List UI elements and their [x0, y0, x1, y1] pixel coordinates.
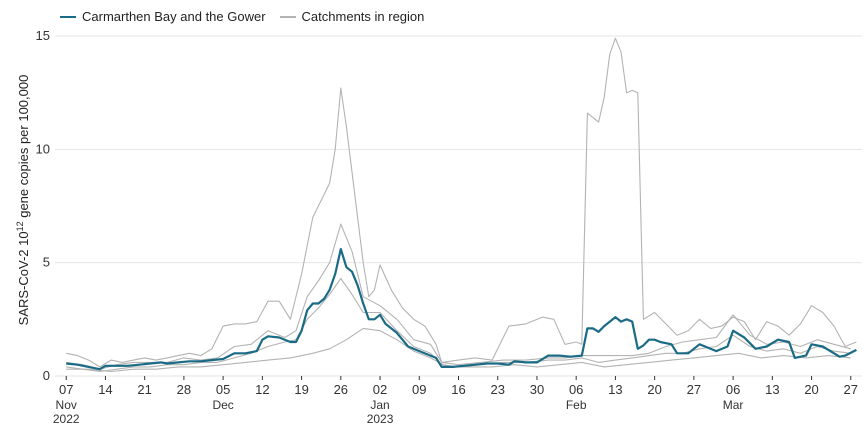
x-tick-label: 06 [726, 382, 740, 397]
y-tick-label: 15 [36, 28, 50, 43]
legend-item-region[interactable]: Catchments in region [279, 9, 425, 24]
legend-item-highlight[interactable]: Carmarthen Bay and the Gower [60, 9, 266, 24]
x-tick-label: 13 [765, 382, 779, 397]
x-tick-label: 09 [412, 382, 426, 397]
x-tick-label: 30 [530, 382, 544, 397]
x-tick-label: 16 [451, 382, 465, 397]
x-tick-label: 05 [216, 382, 230, 397]
x-tick-label: 19 [294, 382, 308, 397]
x-tick-label: 20 [804, 382, 818, 397]
y-tick-label: 0 [43, 368, 50, 383]
x-tick-label: 26 [334, 382, 348, 397]
x-tick-label: 06 [569, 382, 583, 397]
x-tick-label: 21 [137, 382, 151, 397]
legend-label-highlight: Carmarthen Bay and the Gower [82, 9, 266, 24]
x-tick-label: 14 [98, 382, 112, 397]
y-axis-label-main: SARS-CoV-2 10 [16, 231, 31, 325]
x-tick-label: 20 [647, 382, 661, 397]
y-axis-label: SARS-CoV-2 1012 gene copies per 100,000 [15, 75, 31, 326]
x-tick-year: 2022 [53, 412, 80, 426]
series-line-region-0 [66, 37, 857, 368]
x-tick-month: Nov [56, 398, 77, 412]
legend-swatch-region [279, 15, 296, 18]
x-tick-label: 27 [844, 382, 858, 397]
x-tick-label: 28 [177, 382, 191, 397]
legend-label-region: Catchments in region [301, 9, 425, 24]
y-tick-label: 10 [36, 141, 50, 156]
x-tick-month: Mar [723, 398, 744, 412]
x-tick-month: Feb [566, 398, 587, 412]
y-tick-label: 5 [43, 255, 50, 270]
x-tick-label: 23 [490, 382, 504, 397]
series-line-highlight [66, 248, 857, 371]
legend: Carmarthen Bay and the Gower Catchments … [60, 9, 438, 24]
legend-swatch-highlight [60, 15, 76, 18]
y-axis-ticks: 0 5 10 15 [36, 28, 50, 383]
x-tick-year: 2023 [367, 412, 394, 426]
x-tick-month: Dec [212, 398, 233, 412]
series-line-region-1 [66, 223, 851, 370]
x-tick-label: 27 [687, 382, 701, 397]
x-tick-label: 02 [373, 382, 387, 397]
x-tick-label: 07 [59, 382, 73, 397]
y-axis-label-sup: 12 [15, 221, 25, 231]
x-tick-label: 12 [255, 382, 269, 397]
y-axis-label-rest: gene copies per 100,000 [16, 75, 31, 222]
series-lines [66, 37, 857, 373]
x-tick-label: 13 [608, 382, 622, 397]
x-tick-month: Jan [370, 398, 389, 412]
